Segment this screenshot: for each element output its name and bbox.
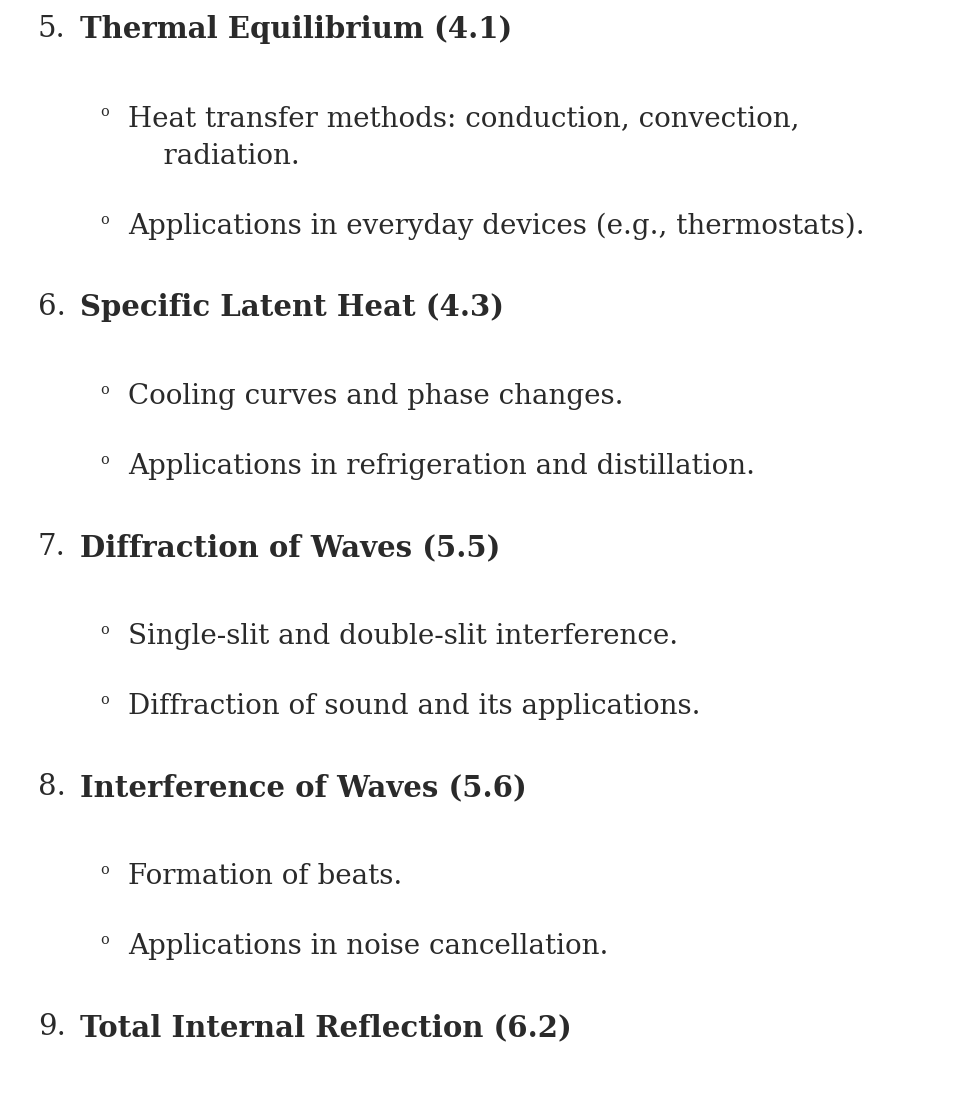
Text: Diffraction of sound and its applications.: Diffraction of sound and its application… xyxy=(128,693,701,720)
Text: o: o xyxy=(100,693,109,707)
Text: Specific Latent Heat (4.3): Specific Latent Heat (4.3) xyxy=(80,293,504,322)
Text: o: o xyxy=(100,863,109,877)
Text: 9.: 9. xyxy=(38,1013,66,1041)
Text: Diffraction of Waves (5.5): Diffraction of Waves (5.5) xyxy=(80,533,500,562)
Text: Applications in refrigeration and distillation.: Applications in refrigeration and distil… xyxy=(128,453,755,480)
Text: o: o xyxy=(100,105,109,119)
Text: 7.: 7. xyxy=(38,533,66,561)
Text: o: o xyxy=(100,213,109,227)
Text: o: o xyxy=(100,933,109,947)
Text: Heat transfer methods: conduction, convection,: Heat transfer methods: conduction, conve… xyxy=(128,105,799,132)
Text: Applications in noise cancellation.: Applications in noise cancellation. xyxy=(128,933,609,960)
Text: 8.: 8. xyxy=(38,773,66,801)
Text: Applications in everyday devices (e.g., thermostats).: Applications in everyday devices (e.g., … xyxy=(128,213,864,240)
Text: Single-slit and double-slit interference.: Single-slit and double-slit interference… xyxy=(128,623,678,650)
Text: 5.: 5. xyxy=(38,15,66,43)
Text: Formation of beats.: Formation of beats. xyxy=(128,863,402,890)
Text: o: o xyxy=(100,623,109,637)
Text: 6.: 6. xyxy=(38,293,66,321)
Text: o: o xyxy=(100,383,109,397)
Text: Cooling curves and phase changes.: Cooling curves and phase changes. xyxy=(128,383,623,410)
Text: radiation.: radiation. xyxy=(128,143,299,170)
Text: Thermal Equilibrium (4.1): Thermal Equilibrium (4.1) xyxy=(80,15,513,44)
Text: Interference of Waves (5.6): Interference of Waves (5.6) xyxy=(80,773,527,802)
Text: Total Internal Reflection (6.2): Total Internal Reflection (6.2) xyxy=(80,1013,572,1042)
Text: o: o xyxy=(100,453,109,467)
